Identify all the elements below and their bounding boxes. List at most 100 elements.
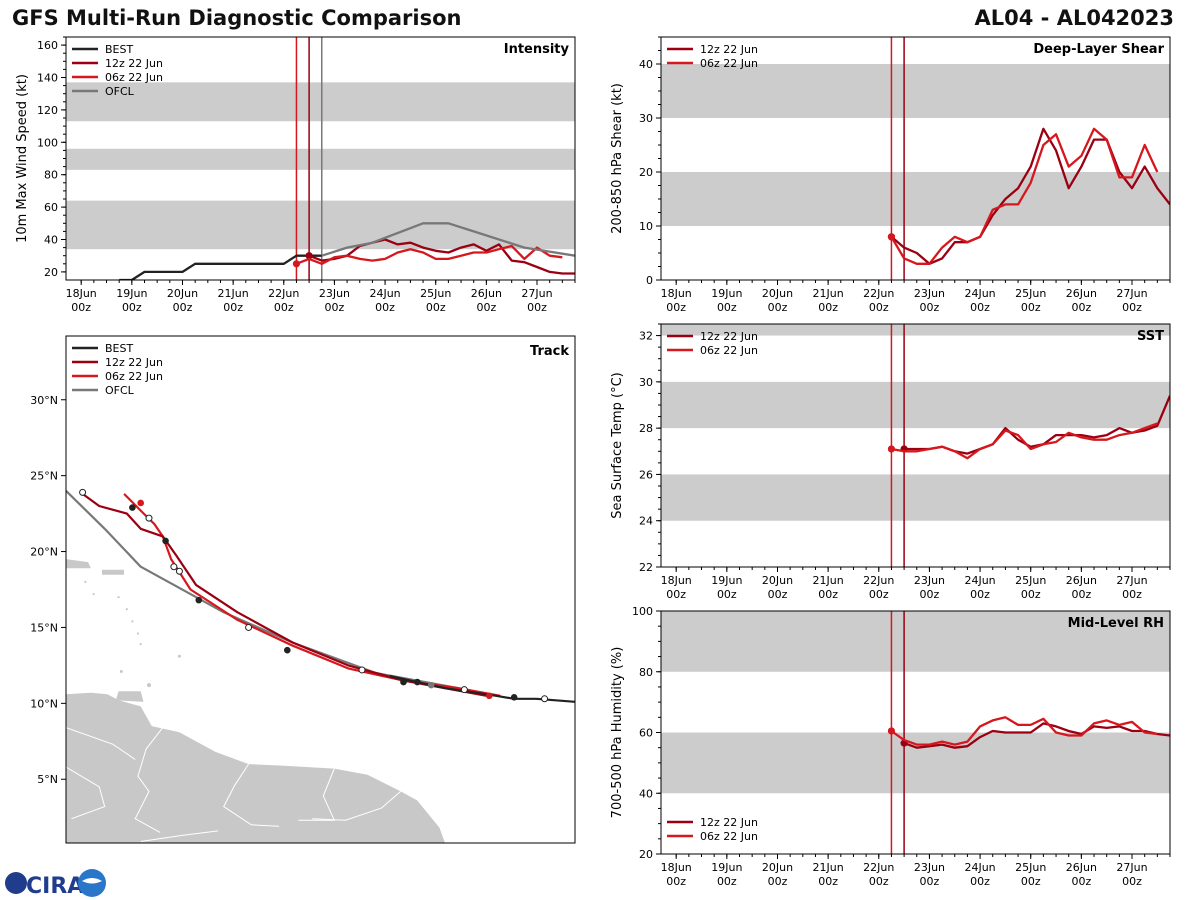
x-tick-label-date: 23Jun: [319, 287, 350, 300]
x-tick-label-date: 18Jun: [661, 287, 692, 300]
x-tick-label-date: 23Jun: [914, 287, 945, 300]
x-tick-label-hour: 00z: [768, 301, 788, 314]
reference-band: [66, 148, 575, 170]
y-axis-label: 10m Max Wind Speed (kt): [15, 74, 30, 243]
figure-title: GFS Multi-Run Diagnostic Comparison: [12, 6, 462, 30]
legend-item: BEST: [72, 342, 133, 355]
country-border: [66, 766, 106, 820]
y-tick-label: 100: [37, 136, 58, 149]
reference-band: [661, 381, 1170, 429]
y-tick-label: 15°N: [30, 621, 58, 634]
legend-label: 06z 22 Jun: [700, 344, 758, 357]
legend-label: 06z 22 Jun: [700, 830, 758, 843]
x-tick-label-date: 22Jun: [863, 574, 894, 587]
x-tick-label-hour: 00z: [869, 588, 889, 601]
y-tick-label: 30°N: [30, 394, 58, 407]
track-marker-open-run12z: [145, 514, 153, 522]
series-line-ofcl: [321, 222, 575, 257]
x-tick-label-date: 23Jun: [914, 574, 945, 587]
legend-item: 06z 22 Jun: [667, 57, 758, 70]
y-tick-label: 10°N: [30, 697, 58, 710]
panel-title: Deep-Layer Shear: [1033, 42, 1164, 57]
series-start-marker-run12z: [305, 252, 313, 260]
panel-intensity: 2040608010012014016018Jun00z19Jun00z20Ju…: [15, 36, 576, 314]
y-tick-label: 24: [639, 515, 653, 528]
x-tick-label-hour: 00z: [768, 875, 788, 888]
panel-shear: 01020304018Jun00z19Jun00z20Jun00z21Jun00…: [610, 36, 1171, 314]
x-tick-label-date: 19Jun: [711, 861, 742, 874]
track-marker-open-best: [541, 695, 549, 703]
x-tick-label-date: 25Jun: [1015, 574, 1046, 587]
x-tick-label-date: 26Jun: [1066, 287, 1097, 300]
x-tick-label-hour: 00z: [818, 301, 838, 314]
track-line-ofcl: [66, 490, 459, 690]
island-virgin-islands: [101, 569, 124, 575]
legend-item: 06z 22 Jun: [667, 344, 758, 357]
x-tick-label-hour: 00z: [717, 588, 737, 601]
legend-item: 12z 22 Jun: [72, 356, 163, 369]
x-tick-label-hour: 00z: [1122, 588, 1142, 601]
x-tick-label-date: 21Jun: [813, 861, 844, 874]
x-tick-label-date: 24Jun: [964, 861, 995, 874]
y-tick-label: 20°N: [30, 546, 58, 559]
x-tick-label-hour: 00z: [717, 875, 737, 888]
y-tick-label: 40: [44, 234, 58, 247]
x-tick-label-date: 20Jun: [762, 861, 793, 874]
y-tick-label: 5°N: [37, 773, 58, 786]
x-tick-label-hour: 00z: [173, 301, 193, 314]
track-marker-filled-best: [510, 693, 518, 701]
reference-band: [661, 324, 1170, 336]
legend-item: 06z 22 Jun: [72, 370, 163, 383]
island-grenada: [119, 669, 123, 673]
x-tick-label-hour: 00z: [527, 301, 547, 314]
track-marker-open-run12z: [358, 666, 366, 674]
reference-band: [661, 64, 1170, 118]
track-marker-open-best: [460, 686, 468, 694]
y-tick-label: 22: [639, 561, 653, 574]
legend-label: 12z 22 Jun: [700, 43, 758, 56]
plot-area: [661, 37, 1170, 280]
reference-band: [66, 82, 575, 122]
axes-frame: [660, 323, 1171, 568]
legend-item: BEST: [72, 43, 133, 56]
panel-title: Mid-Level RH: [1068, 616, 1164, 631]
x-tick-label-date: 26Jun: [471, 287, 502, 300]
y-tick-label: 10: [639, 220, 653, 233]
y-tick-label: 40: [639, 787, 653, 800]
reference-band: [661, 474, 1170, 521]
y-tick-label: 160: [37, 39, 58, 52]
series-line-run06z: [890, 716, 1158, 746]
legend-item: 12z 22 Jun: [667, 43, 758, 56]
panel-title: Track: [530, 344, 569, 359]
legend-item: OFCL: [72, 384, 135, 397]
storm-id-title: AL04 - AL042023: [974, 6, 1175, 30]
x-tick-label-date: 22Jun: [863, 861, 894, 874]
track-marker-open-run12z: [175, 567, 183, 575]
track-marker-open-run06z: [170, 563, 178, 571]
track-line-run06z: [123, 493, 501, 697]
legend-label: 06z 22 Jun: [105, 71, 163, 84]
x-tick-label-date: 24Jun: [964, 287, 995, 300]
x-tick-label-hour: 00z: [122, 301, 142, 314]
logo-globe-left: [5, 872, 27, 894]
y-tick-label: 28: [639, 422, 653, 435]
x-tick-label-date: 20Jun: [762, 287, 793, 300]
y-tick-label: 140: [37, 72, 58, 85]
track-marker-filled-run12z: [284, 646, 291, 654]
cira-logo: CIRA: [5, 869, 106, 899]
series-start-marker-run06z: [887, 727, 896, 735]
x-tick-label-date: 27Jun: [1116, 574, 1147, 587]
reference-band: [66, 200, 575, 250]
reference-band: [661, 172, 1170, 226]
y-tick-label: 26: [639, 468, 653, 481]
x-tick-label-hour: 00z: [818, 875, 838, 888]
y-tick-label: 20: [639, 848, 653, 861]
x-tick-label-date: 18Jun: [661, 574, 692, 587]
x-tick-label-hour: 00z: [869, 875, 889, 888]
legend-label: 12z 22 Jun: [700, 816, 758, 829]
y-tick-label: 60: [44, 201, 58, 214]
legend-item: OFCL: [72, 85, 135, 98]
track-marker-filled-ofcl: [427, 681, 435, 689]
island-lesser-antilles: [131, 620, 134, 623]
y-tick-label: 80: [44, 169, 58, 182]
